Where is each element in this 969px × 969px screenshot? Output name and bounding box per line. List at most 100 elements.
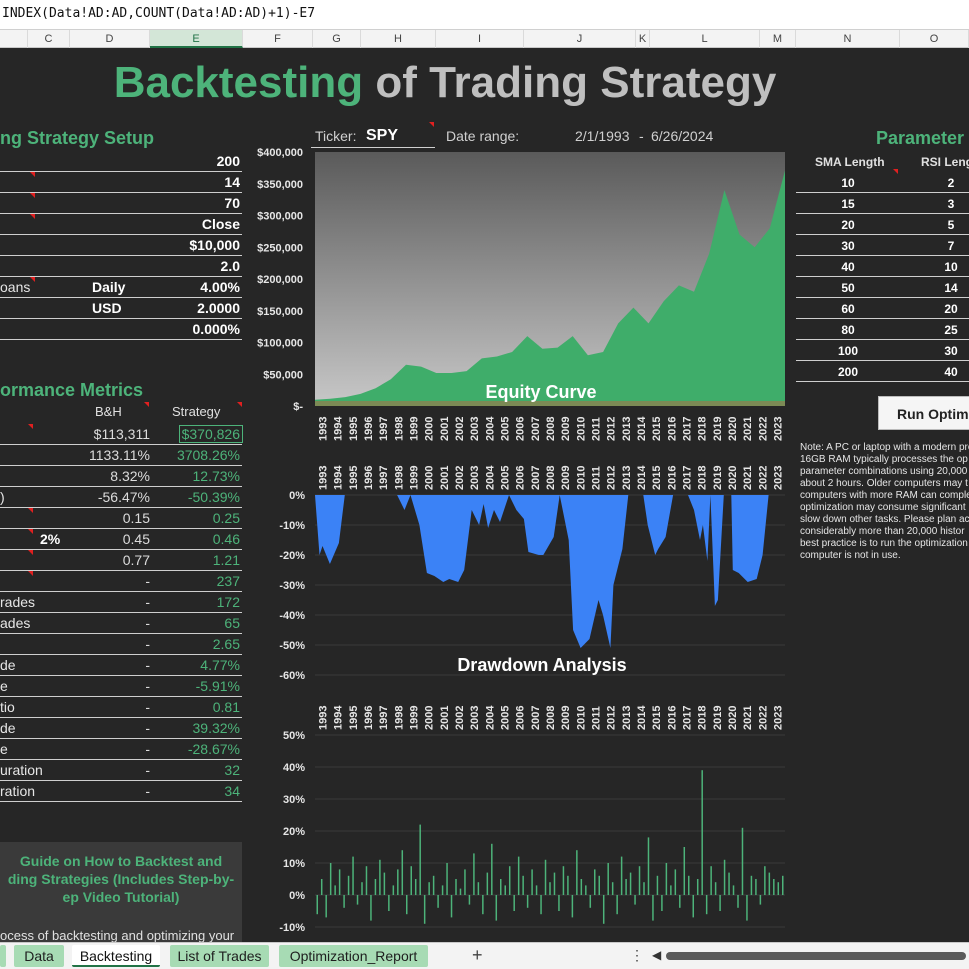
parameter-rsi: 5 xyxy=(947,218,955,232)
guide-line-2[interactable]: ding Strategies (Includes Step-by- xyxy=(7,871,235,887)
parameter-sma: 15 xyxy=(841,197,855,211)
tab-data[interactable]: Data xyxy=(14,945,64,967)
year-tick-label: 1997 xyxy=(378,417,390,441)
scroll-left-icon[interactable]: ◀ xyxy=(652,948,662,962)
metric-row-label: e xyxy=(0,741,8,757)
year-tick-label: 2013 xyxy=(621,706,633,730)
metric-row-label: uration xyxy=(0,762,43,778)
ticker-input[interactable]: SPY xyxy=(366,127,399,144)
metric-row: tio - 0.81 xyxy=(0,697,242,718)
setup-row: oans Daily 4.00% xyxy=(0,277,242,298)
setup-row-unit: USD xyxy=(92,300,122,316)
parameter-rsi: 40 xyxy=(944,365,958,379)
year-tick-label: 1994 xyxy=(333,705,345,730)
column-header-j[interactable]: J xyxy=(524,30,636,48)
y-tick-label: -10% xyxy=(279,520,305,532)
tab-list-of-trades[interactable]: List of Trades xyxy=(170,945,269,967)
metric-row-strategy: 12.73% xyxy=(192,468,240,484)
param-col-sma: SMA Length xyxy=(815,155,885,169)
setup-row-value: Close xyxy=(201,216,240,232)
parameter-row: 20 5 xyxy=(796,214,969,235)
y-tick-label: -10% xyxy=(279,922,305,934)
column-header-n[interactable]: N xyxy=(796,30,900,48)
metric-row-label: e xyxy=(0,678,8,694)
parameter-row: 10 2 xyxy=(796,172,969,193)
metric-row-bh: 8.32% xyxy=(110,468,150,484)
metric-row-strategy: $370,826 xyxy=(178,425,244,443)
metric-row-strategy: 34 xyxy=(224,783,240,799)
year-tick-label: 2015 xyxy=(651,417,663,441)
guide-line-1[interactable]: Guide on How to Backtest and xyxy=(19,853,223,869)
year-tick-label: 2022 xyxy=(757,466,769,490)
y-tick-label: -50% xyxy=(279,640,305,652)
guide-line-3[interactable]: ep Video Tutorial) xyxy=(62,889,180,905)
metric-row-strategy: -28.67% xyxy=(187,741,240,757)
year-tick-label: 2022 xyxy=(757,417,769,441)
parameter-sma: 20 xyxy=(841,218,855,232)
year-tick-label: 1996 xyxy=(363,417,375,441)
year-tick-label: 1994 xyxy=(333,416,345,441)
guide-title[interactable]: Guide on How to Backtest and ding Strate… xyxy=(0,852,242,906)
column-header-d[interactable]: D xyxy=(70,30,150,48)
metric-row-bh: - xyxy=(145,720,150,736)
title-part-1: Backtesting xyxy=(113,58,364,107)
year-tick-label: 2019 xyxy=(712,466,724,490)
year-tick-label: 1994 xyxy=(333,465,345,490)
metric-row-strategy: 237 xyxy=(216,573,240,589)
column-header-g[interactable]: G xyxy=(313,30,361,48)
y-tick-label: 0% xyxy=(289,890,305,902)
year-tick-label: 2005 xyxy=(500,706,512,730)
tab-previous-sheet[interactable] xyxy=(0,945,6,967)
year-tick-label: 1998 xyxy=(393,417,405,441)
metric-row: 0.15 0.25 xyxy=(0,508,242,529)
column-header-m[interactable]: M xyxy=(760,30,796,48)
column-header-c[interactable]: C xyxy=(28,30,70,48)
tab-optimization-report[interactable]: Optimization_Report xyxy=(279,945,428,967)
y-tick-label: -30% xyxy=(279,580,305,592)
scrollbar-thumb[interactable] xyxy=(666,952,966,960)
page-title: Backtesting of Trading Strategy xyxy=(0,58,890,108)
year-tick-label: 1997 xyxy=(378,706,390,730)
drawdown-chart: 1993 1994 1995 1996 1997 1998 1999 2000 2001 2002… xyxy=(279,465,785,682)
tab-backtesting[interactable]: Backtesting xyxy=(72,945,160,967)
parameter-rsi: 3 xyxy=(947,197,955,211)
metric-row: ades - 65 xyxy=(0,613,242,634)
horizontal-scrollbar[interactable]: ◀ xyxy=(650,948,969,963)
column-header-blank[interactable] xyxy=(0,30,28,48)
column-header-h[interactable]: H xyxy=(361,30,436,48)
year-tick-label: 2009 xyxy=(560,417,572,441)
year-tick-label: 2023 xyxy=(772,706,784,730)
column-header-f[interactable]: F xyxy=(243,30,313,48)
metric-row: de - 4.77% xyxy=(0,655,242,676)
comment-marker xyxy=(30,193,35,198)
date-range-end: 6/26/2024 xyxy=(651,128,714,144)
run-optimization-button[interactable]: Run Optimi xyxy=(878,396,969,430)
column-header-k[interactable]: K xyxy=(636,30,650,48)
y-tick-label: $150,000 xyxy=(257,306,303,318)
year-tick-label: 2000 xyxy=(424,417,436,441)
y-tick-label: $200,000 xyxy=(257,274,303,286)
more-options-icon[interactable]: ⋮ xyxy=(630,947,644,963)
year-tick-label: 2022 xyxy=(757,706,769,730)
column-header-i[interactable]: I xyxy=(436,30,524,48)
formula-bar[interactable]: INDEX(Data!AD:AD,COUNT(Data!AD:AD)+1)-E7 xyxy=(0,0,969,30)
add-sheet-button[interactable]: + xyxy=(472,945,483,965)
comment-marker xyxy=(429,122,434,127)
setup-row-value: $10,000 xyxy=(189,237,240,253)
year-tick-label: 2007 xyxy=(530,466,542,490)
y-tick-label: 30% xyxy=(283,794,305,806)
year-tick-label: 2019 xyxy=(712,417,724,441)
column-headers: C D E F G H I J K L M N O xyxy=(0,30,969,48)
column-header-l[interactable]: L xyxy=(650,30,760,48)
metric-row: 8.32% 12.73% xyxy=(0,466,242,487)
setup-row-label: oans xyxy=(0,279,31,295)
comment-marker xyxy=(30,277,35,282)
year-tick-label: 2012 xyxy=(606,466,618,490)
year-tick-label: 1993 xyxy=(318,706,330,730)
column-header-e[interactable]: E xyxy=(150,30,243,48)
guide-box[interactable]: Guide on How to Backtest and ding Strate… xyxy=(0,842,242,952)
setup-row: 0.000% xyxy=(0,319,242,340)
column-header-o[interactable]: O xyxy=(900,30,969,48)
metric-row-bh: - xyxy=(145,699,150,715)
